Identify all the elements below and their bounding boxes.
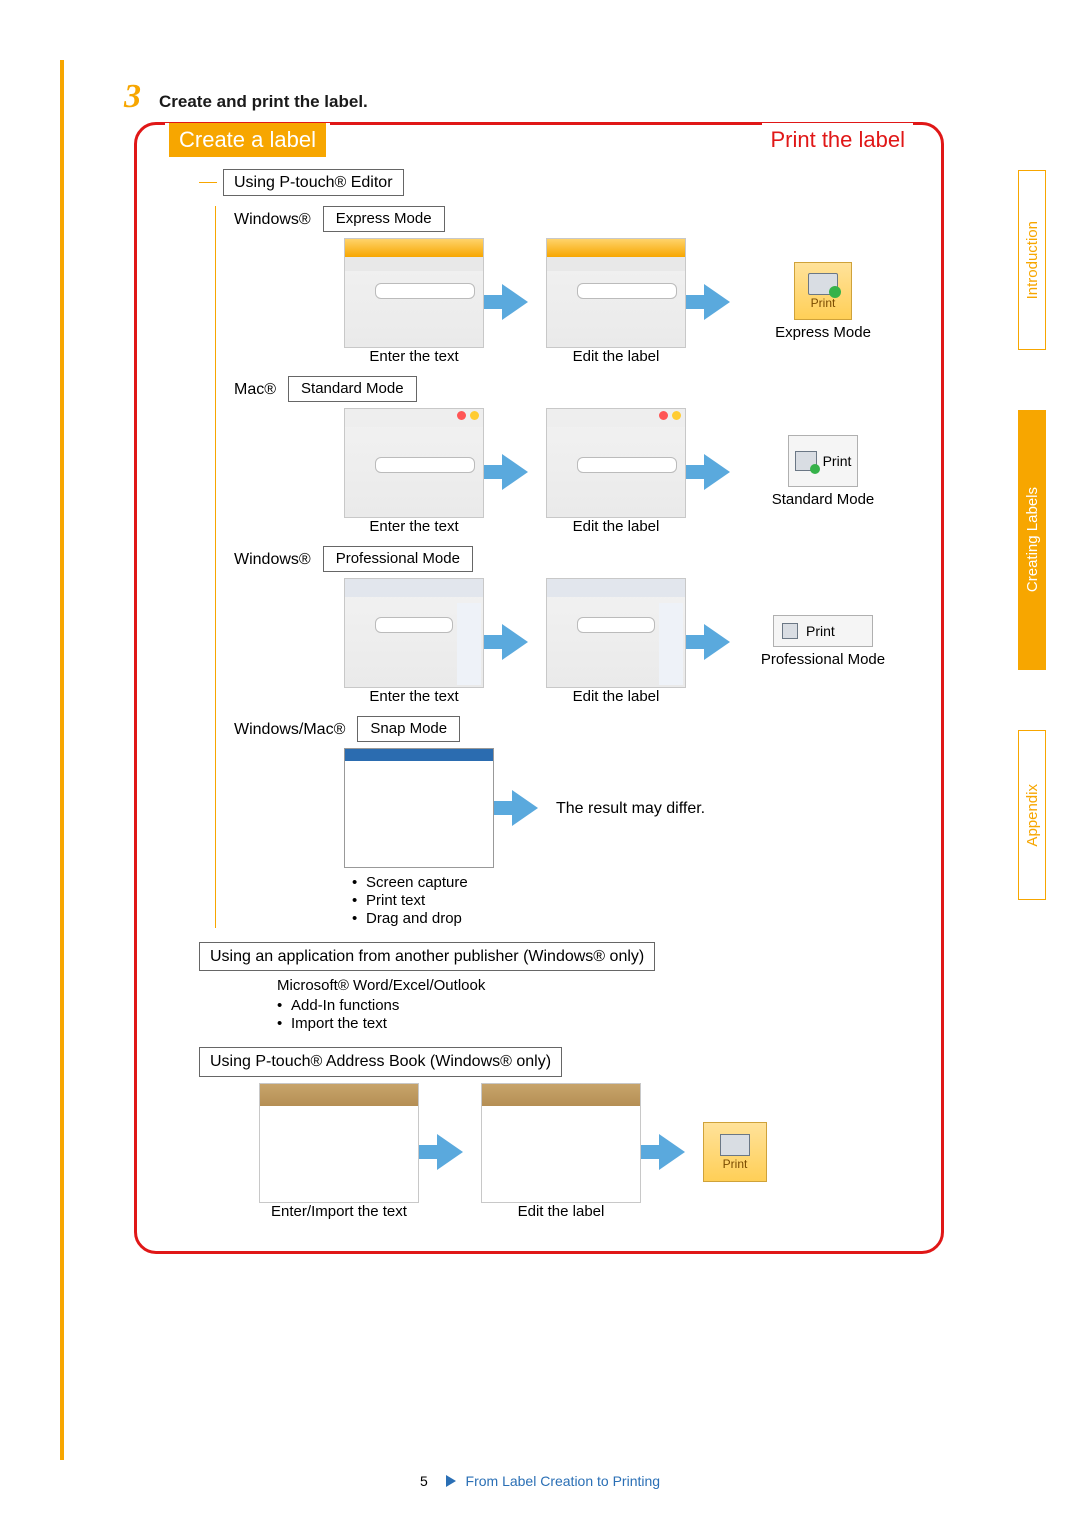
using-editor-box: Using P-touch® Editor [223, 169, 404, 196]
caption-enter-import: Enter/Import the text [259, 1203, 419, 1221]
thumb-addressbook-edit [481, 1083, 641, 1203]
mode-express: Express Mode [323, 206, 445, 232]
page-number: 5 [420, 1473, 428, 1489]
other-app-item: Add-In functions [277, 997, 919, 1015]
triangle-icon [446, 1475, 456, 1487]
print-icon-addressbook: Print [703, 1122, 767, 1182]
arrow-icon [704, 624, 730, 660]
arrow-icon [502, 284, 528, 320]
mode-caption-pro: Professional Mode [748, 651, 898, 669]
caption-edit: Edit the label [481, 1203, 641, 1221]
snap-list: Screen capture Print text Drag and drop [352, 874, 919, 928]
mode-standard: Standard Mode [288, 376, 417, 402]
caption-edit: Edit the label [546, 348, 686, 366]
os-mac: Mac® [234, 380, 276, 399]
thumb-express-edit [546, 238, 686, 348]
snap-item: Screen capture [352, 874, 919, 892]
arrow-icon [512, 790, 538, 826]
os-windows: Windows® [234, 210, 311, 229]
print-icon-standard: Print [788, 435, 858, 487]
mode-caption-express: Express Mode [748, 324, 898, 342]
thumb-express-enter [344, 238, 484, 348]
arrow-icon [659, 1134, 685, 1170]
tab-creating-labels[interactable]: Creating Labels [1018, 410, 1046, 670]
thumb-pro-enter [344, 578, 484, 688]
arrow-icon [437, 1134, 463, 1170]
create-label-chip: Create a label [165, 123, 330, 157]
print-label-chip: Print the label [762, 123, 913, 157]
thumb-addressbook-enter [259, 1083, 419, 1203]
mode-professional: Professional Mode [323, 546, 473, 572]
thumb-standard-edit [546, 408, 686, 518]
step-number: 3 [124, 80, 141, 114]
print-icon-express: Print [794, 262, 852, 320]
address-book-box: Using P-touch® Address Book (Windows® on… [199, 1047, 562, 1076]
arrow-icon [502, 454, 528, 490]
thumb-standard-enter [344, 408, 484, 518]
mode-caption-standard: Standard Mode [748, 491, 898, 509]
other-app-header: Microsoft® Word/Excel/Outlook [277, 977, 919, 995]
footer-link[interactable]: From Label Creation to Printing [466, 1473, 661, 1489]
caption-enter: Enter the text [344, 518, 484, 536]
caption-edit: Edit the label [546, 688, 686, 706]
arrow-icon [704, 454, 730, 490]
os-winmac: Windows/Mac® [234, 720, 345, 739]
print-icon-professional: Print [773, 615, 873, 647]
page-footer: 5 From Label Creation to Printing [0, 1474, 1080, 1488]
side-tabs: Introduction Creating Labels Appendix [1018, 170, 1058, 960]
caption-edit: Edit the label [546, 518, 686, 536]
page-border: 3 Create and print the label. Create a l… [60, 60, 1000, 1460]
other-app-box: Using an application from another publis… [199, 942, 655, 971]
step-title: Create and print the label. [159, 91, 368, 113]
tab-appendix[interactable]: Appendix [1018, 730, 1046, 900]
arrow-icon [502, 624, 528, 660]
thumb-snap [344, 748, 494, 868]
arrow-icon [704, 284, 730, 320]
snap-item: Drag and drop [352, 910, 919, 928]
tab-introduction[interactable]: Introduction [1018, 170, 1046, 350]
snap-item: Print text [352, 892, 919, 910]
step-heading: 3 Create and print the label. [124, 80, 970, 114]
mode-snap: Snap Mode [357, 716, 460, 742]
workflow-box: Create a label Print the label Using P-t… [134, 122, 944, 1254]
caption-enter: Enter the text [344, 348, 484, 366]
caption-enter: Enter the text [344, 688, 484, 706]
thumb-pro-edit [546, 578, 686, 688]
snap-result-text: The result may differ. [556, 799, 705, 818]
os-windows: Windows® [234, 550, 311, 569]
other-app-item: Import the text [277, 1015, 919, 1033]
